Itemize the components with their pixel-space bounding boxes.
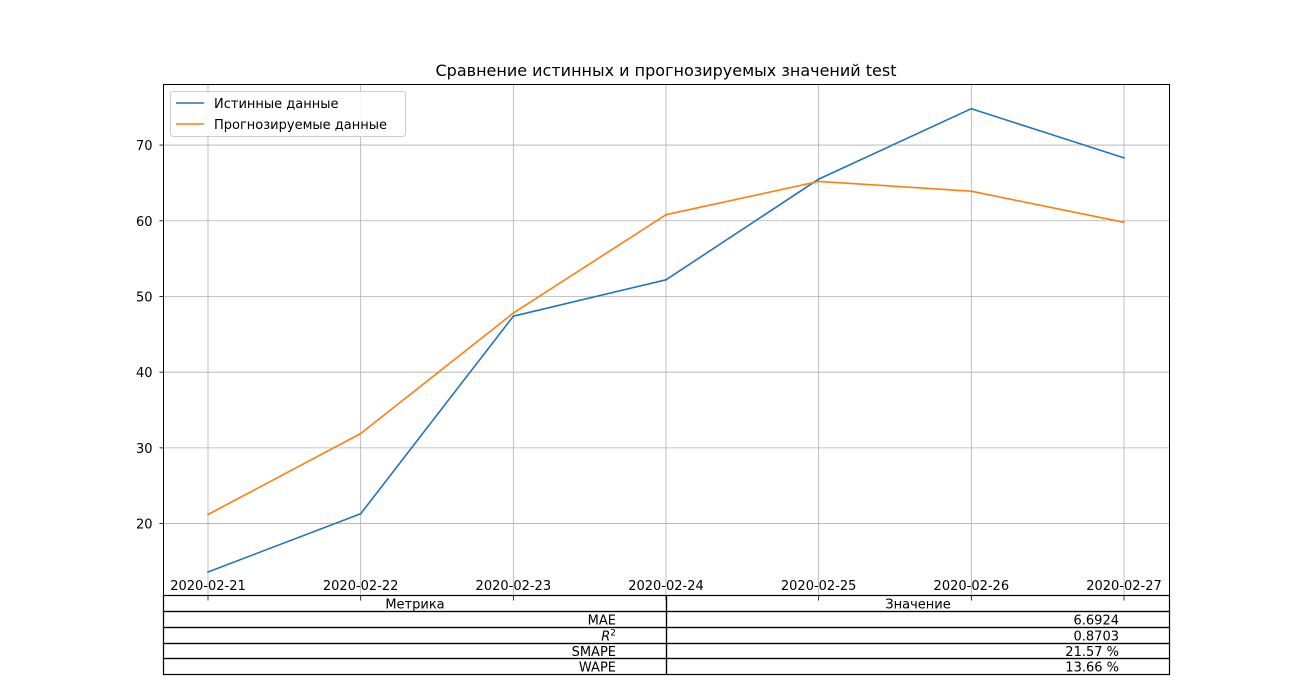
table-metric-value: 21.57 % [1065, 645, 1119, 660]
y-tick-label: 40 [136, 366, 153, 381]
table-metric-name: WAPE [579, 661, 616, 676]
x-tick-label: 2020-02-23 [476, 579, 552, 594]
data-point [970, 190, 973, 193]
data-point [512, 315, 515, 318]
data-point [207, 513, 209, 516]
y-tick-label: 60 [136, 215, 153, 230]
x-tick-label: 2020-02-25 [781, 579, 857, 594]
y-axis: 20 30 40 50 60 70 [136, 139, 164, 533]
y-tick-label: 50 [136, 290, 153, 305]
table-header-value: Значение [885, 598, 950, 613]
metrics-table: Метрика Значение MAE 6.6924 R2 0.8703 SMAPE 21.… [162, 594, 1171, 676]
data-point [817, 180, 820, 183]
table-metric-name: SMAPE [572, 645, 616, 660]
data-point [970, 107, 973, 110]
table-cell [162, 626, 668, 645]
table-metric-name: R2 [601, 629, 616, 645]
legend-box [170, 91, 406, 137]
legend-label: Прогнозируемые данные [214, 118, 387, 133]
data-point [817, 178, 820, 181]
y-tick-label: 20 [136, 518, 153, 533]
x-tick-label: 2020-02-24 [628, 579, 704, 594]
series-lines [207, 107, 1125, 573]
data-point [1123, 221, 1125, 224]
data-point [665, 278, 667, 281]
table-cell [665, 657, 1171, 676]
table-metric-value: 13.66 % [1065, 661, 1119, 676]
x-axis: 2020-02-21 2020-02-22 2020-02-23 2020-02-24… [170, 579, 1162, 601]
y-tick-label: 30 [136, 442, 153, 457]
grid [163, 84, 1170, 596]
x-tick-label: 2020-02-27 [1086, 579, 1162, 594]
table-header-metric: Метрика [385, 598, 444, 613]
legend-label: Истинные данные [214, 97, 339, 112]
data-point [512, 312, 515, 315]
table-metric-name: MAE [588, 614, 616, 629]
legend: Истинные данные Прогнозируемые данные [170, 91, 406, 137]
chart-title: Сравнение истинных и прогнозируемых знач… [436, 61, 897, 80]
table-metric-value: 6.6924 [1074, 614, 1120, 629]
data-point [665, 213, 667, 216]
x-tick-label: 2020-02-21 [170, 579, 246, 594]
data-point [1123, 157, 1125, 159]
data-point [359, 512, 362, 515]
data-point [359, 432, 362, 435]
x-tick-label: 2020-02-22 [323, 579, 399, 594]
plot-frame [163, 84, 1170, 596]
data-point [207, 571, 209, 573]
y-tick-label: 70 [136, 139, 153, 154]
table-metric-value: 0.8703 [1074, 630, 1120, 645]
x-tick-label: 2020-02-26 [934, 579, 1010, 594]
